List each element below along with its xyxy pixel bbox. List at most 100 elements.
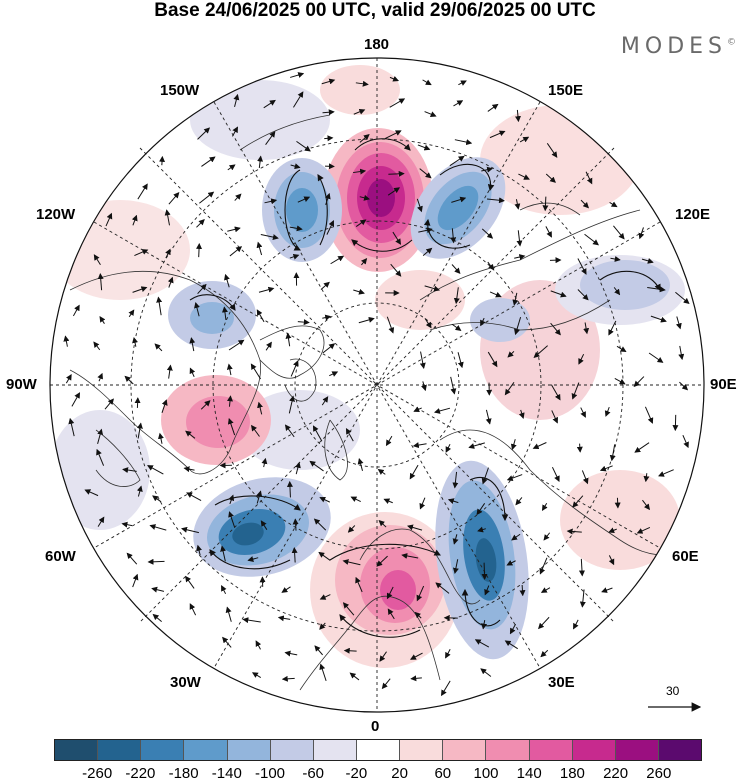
colorbar-swatch (529, 740, 573, 760)
wind-vector (401, 553, 419, 559)
wind-vector (297, 196, 311, 203)
wind-vector (97, 428, 104, 444)
wind-vector (540, 649, 549, 658)
lon-label-150w: 150W (160, 82, 200, 99)
wind-vector (65, 374, 72, 384)
wind-vector (284, 650, 298, 657)
colorbar-tick-label: 60 (434, 765, 452, 782)
wind-vector (388, 170, 405, 177)
wind-vector (506, 560, 516, 566)
wind-vector (580, 407, 586, 418)
colorbar-tick-label: -60 (302, 765, 325, 782)
wind-vector (194, 302, 200, 317)
colorbar-swatch (270, 740, 314, 760)
wind-vector (222, 636, 232, 648)
wind-vector (385, 435, 393, 447)
lon-label-60w: 60W (45, 548, 76, 565)
wind-vector (196, 242, 203, 258)
wind-vector (242, 617, 261, 624)
wind-vector (199, 191, 215, 204)
wind-vector (583, 322, 590, 335)
wind-vector (147, 465, 164, 475)
colorbar-tick-label: 220 (603, 765, 629, 782)
wind-vector (608, 555, 615, 566)
wind-vector (189, 603, 197, 616)
wind-vector (435, 582, 450, 594)
wind-vector (389, 98, 406, 108)
wind-vector (359, 194, 370, 201)
wind-vector (281, 675, 295, 682)
wind-vector (451, 264, 461, 274)
wind-vector (185, 430, 196, 439)
wind-vector (644, 406, 654, 424)
wind-vector (289, 225, 303, 232)
wind-vector (227, 395, 233, 407)
wind-vector (424, 111, 437, 117)
wind-vector (157, 432, 164, 444)
wind-vector (581, 470, 589, 485)
wind-vector (189, 337, 196, 352)
wind-vector (196, 544, 202, 556)
wind-vector (451, 196, 467, 203)
wind-vector (419, 497, 426, 510)
wind-vector (514, 109, 521, 123)
wind-vector (353, 108, 366, 115)
colorbar-swatch (572, 740, 616, 760)
wind-vector (228, 511, 236, 528)
wind-vector (454, 139, 473, 146)
wind-vector (185, 575, 195, 589)
wind-vector (546, 143, 558, 158)
wind-vector (355, 219, 367, 228)
wind-vector (638, 227, 645, 240)
wind-vector (577, 289, 589, 301)
colorbar-swatch (400, 740, 444, 760)
wind-vector (132, 286, 148, 293)
wind-vector (378, 520, 387, 528)
wind-vector (257, 155, 264, 169)
wind-vector (489, 130, 506, 139)
wind-vector (604, 406, 611, 417)
wind-vector (63, 335, 70, 347)
wind-vector (571, 382, 580, 400)
wind-vector (516, 230, 523, 247)
wind-vector (152, 495, 162, 503)
wind-vector (383, 498, 393, 504)
wind-vector (577, 258, 587, 275)
wind-vector (542, 196, 549, 212)
wind-vector (510, 439, 517, 451)
wind-vector (634, 442, 650, 453)
wind-vector (355, 576, 363, 593)
wind-vector (347, 525, 356, 533)
copyright-mark: © (727, 37, 736, 48)
wind-vector (132, 336, 138, 347)
wind-vector (518, 409, 525, 419)
lon-label-top: 180 (364, 36, 390, 53)
wind-vector (258, 286, 275, 293)
wind-vector (228, 494, 235, 505)
wind-vector (321, 396, 329, 406)
wind-vector (319, 594, 331, 600)
wind-vector (519, 136, 530, 143)
wind-vector (601, 587, 613, 593)
colorbar-tick-label: -140 (211, 765, 242, 782)
wind-vector (481, 228, 494, 239)
wind-vector (350, 496, 361, 503)
wind-vector (608, 320, 617, 336)
wind-vector (164, 209, 171, 226)
wind-vector (290, 163, 301, 170)
wind-vector (578, 558, 585, 577)
wind-vector (297, 319, 310, 326)
wind-vector (226, 363, 233, 376)
wind-vector (159, 155, 166, 166)
colorbar-tick-label: 20 (391, 765, 408, 782)
wind-vector (264, 198, 278, 205)
wind-vector (122, 467, 137, 474)
wind-vector (453, 287, 460, 305)
wind-vector (416, 198, 423, 213)
wind-vector (322, 343, 336, 354)
wind-vector (633, 376, 645, 388)
wind-vector (389, 76, 400, 82)
wind-vector (477, 526, 486, 533)
wind-vector (506, 474, 523, 481)
